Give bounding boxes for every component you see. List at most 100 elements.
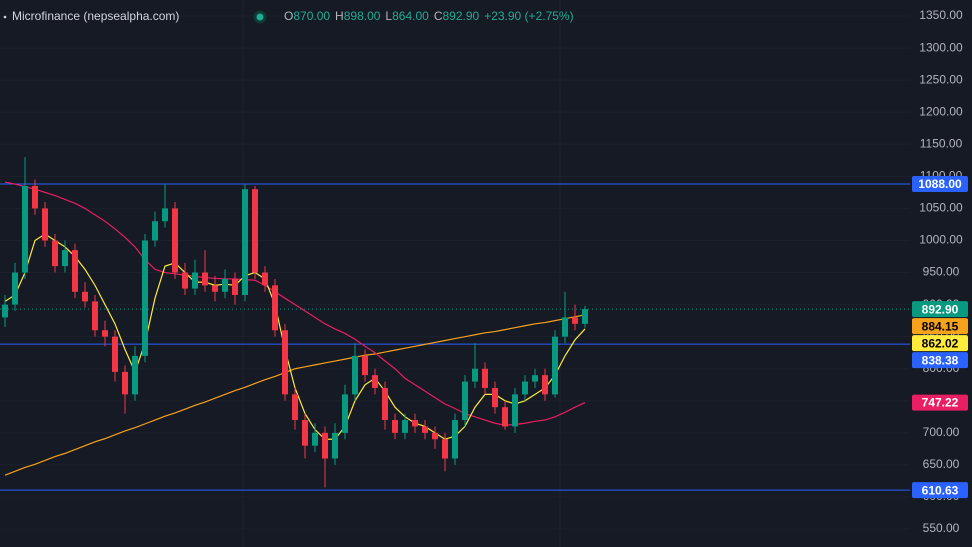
candle-body [22, 185, 28, 273]
candle-body [572, 317, 578, 324]
candle-body [72, 250, 78, 292]
candle-body [552, 336, 558, 395]
status-dot [256, 13, 264, 21]
candle-body [272, 285, 278, 331]
moving-average [4, 314, 586, 476]
candle-body [242, 189, 248, 295]
candle-body [582, 309, 588, 324]
y-tick-label: 1300.00 [919, 40, 963, 54]
price-badge [912, 394, 968, 411]
y-tick-label: 1200.00 [919, 104, 963, 118]
candle-body [32, 185, 38, 209]
candle-body [482, 368, 488, 388]
y-tick-label: 550.00 [923, 521, 960, 535]
candle-body [432, 432, 438, 440]
candle-body [232, 278, 238, 295]
candle-body [492, 387, 498, 408]
price-badge [912, 352, 968, 369]
candle-body [412, 420, 418, 427]
candle-body [562, 317, 568, 337]
candle-body [112, 336, 118, 372]
y-tick-label: 1000.00 [919, 233, 963, 247]
candle-body [302, 420, 308, 446]
price-badge-label: 862.02 [922, 336, 959, 350]
candle-body [62, 250, 68, 267]
candle-body [342, 394, 348, 433]
candle-body [262, 272, 268, 286]
ohlc-key: O [284, 9, 293, 23]
candle-body [222, 278, 228, 292]
candle-body [422, 426, 428, 433]
ohlc-key: H [335, 9, 344, 23]
candle-body [142, 240, 148, 356]
price-badge-label: 1088.00 [918, 177, 962, 191]
candle-body [372, 375, 378, 388]
candle-body [332, 432, 338, 459]
ohlc-value: 892.90 [442, 9, 479, 23]
ohlc-value: 870.00 [293, 9, 330, 23]
y-tick-label: 1050.00 [919, 201, 963, 215]
candle-body [102, 330, 108, 337]
candle-body [132, 355, 138, 395]
price-badge-label: 747.22 [922, 396, 959, 410]
price-badge [912, 318, 968, 335]
candle-body [2, 304, 8, 318]
candle-body [512, 394, 518, 427]
ohlc-value: 898.00 [344, 9, 381, 23]
price-badge [912, 176, 968, 193]
candle-body [282, 330, 288, 395]
ohlc-value: 864.00 [392, 9, 429, 23]
price-axis: 550.00600.00650.00700.00750.00800.00850.… [910, 0, 972, 547]
candle-body [312, 432, 318, 446]
candle-body [122, 371, 128, 395]
y-tick-label: 650.00 [923, 457, 960, 471]
candle-body [192, 272, 198, 289]
candle-body [42, 208, 48, 241]
grid [0, 15, 910, 530]
candle-body [12, 272, 18, 305]
price-badge [912, 482, 968, 499]
candle-body [182, 272, 188, 289]
candle-body [82, 291, 88, 302]
candle-body [402, 420, 408, 433]
candle-body [382, 387, 388, 421]
candle-body [532, 375, 538, 382]
candle-body [152, 221, 158, 241]
candle-body [352, 355, 358, 395]
ohlc-key: C [434, 9, 443, 23]
price-badge-label: 610.63 [922, 483, 959, 497]
change: +23.90 (+2.75%) [484, 9, 573, 23]
moving-average [4, 181, 586, 426]
candle-body [322, 432, 328, 459]
price-badge [912, 301, 968, 318]
y-tick-label: 1250.00 [919, 72, 963, 86]
price-badge-label: 838.38 [922, 353, 959, 367]
price-badge-label: 884.15 [922, 319, 959, 333]
plot [0, 157, 910, 491]
candle-body [522, 381, 528, 395]
price-badge-label: 892.90 [922, 302, 959, 316]
candle-body [442, 439, 448, 459]
chart-title: Microfinance (nepsealpha.com) [12, 9, 179, 23]
candle-body [172, 208, 178, 273]
candle-body [542, 375, 548, 395]
candle-body [212, 285, 218, 292]
candle-body [52, 240, 58, 267]
y-tick-label: 1350.00 [919, 8, 963, 22]
y-tick-label: 950.00 [923, 265, 960, 279]
price-badge [912, 335, 968, 352]
candle-body [502, 407, 508, 427]
candle-body [162, 208, 168, 222]
ohlc-key: L [385, 9, 392, 23]
candle-body [452, 420, 458, 459]
candle-body [92, 301, 98, 331]
candle-body [472, 368, 478, 382]
candle-body [362, 355, 368, 376]
candle-body [392, 420, 398, 433]
axis-background [910, 0, 972, 547]
candle-body [292, 394, 298, 421]
candle-body [252, 189, 258, 273]
